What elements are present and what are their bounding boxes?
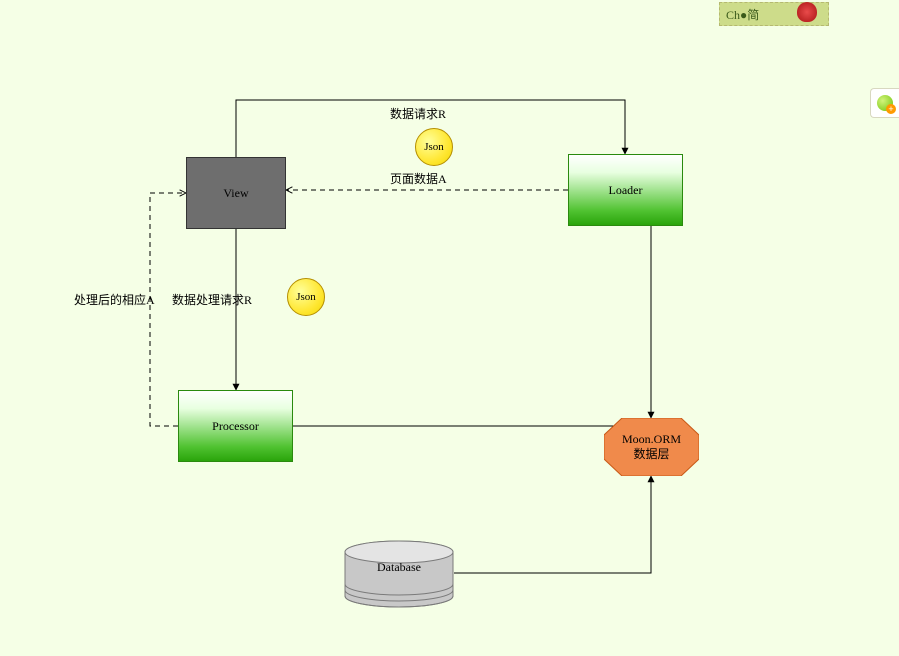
node-processor: Processor — [178, 390, 293, 462]
node-json2: Json — [287, 278, 325, 316]
edge-processor-to-orm-real — [293, 420, 620, 426]
node-json2-label: Json — [296, 291, 316, 303]
edge-proc-orm — [293, 426, 605, 447]
node-database: Database — [344, 540, 454, 606]
label-request-r: 数据请求R — [390, 105, 446, 122]
node-loader: Loader — [568, 154, 683, 226]
label-page-data-a: 页面数据A — [390, 170, 447, 187]
edge-processor-to-db — [236, 462, 399, 540]
edge-p-to-orm — [293, 426, 604, 447]
edge-db-to-orm — [454, 476, 651, 573]
widget-plus-icon: + — [886, 104, 896, 114]
node-processor-label: Processor — [212, 419, 259, 434]
rose-icon — [797, 2, 817, 22]
node-view: View — [186, 157, 286, 229]
label-after-process: 处理后的相应A — [74, 291, 155, 308]
watermark-text: Ch●简 — [726, 6, 759, 23]
node-json1: Json — [415, 128, 453, 166]
node-database-label: Database — [344, 560, 454, 575]
node-orm-label1: Moon.ORM — [622, 432, 681, 447]
widget-ball-icon: + — [877, 95, 893, 111]
node-orm: Moon.ORM 数据层 — [604, 418, 699, 476]
label-data-process-r: 数据处理请求R — [172, 291, 252, 308]
side-widget[interactable]: + — [870, 88, 899, 118]
node-view-label: View — [223, 186, 248, 201]
node-orm-label2: 数据层 — [622, 447, 681, 462]
diagram-canvas: Ch●简 + — [0, 0, 899, 656]
node-loader-label: Loader — [609, 183, 643, 198]
edge-processor-to-orm-line — [293, 418, 651, 426]
edge-processor-to-orm — [293, 426, 604, 446]
edge-processor-orm — [293, 426, 605, 446]
node-json1-label: Json — [424, 141, 444, 153]
